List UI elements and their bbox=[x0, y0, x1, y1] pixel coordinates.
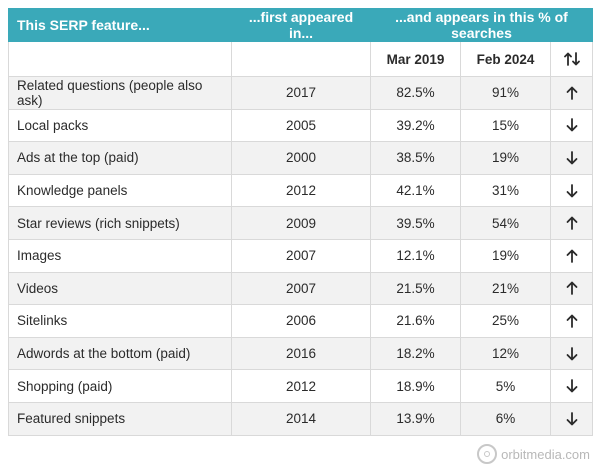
first-appeared-year: 2005 bbox=[231, 108, 371, 143]
up-down-arrows-icon bbox=[550, 41, 593, 77]
feature-name: Featured snippets bbox=[8, 401, 232, 436]
feature-name: Knowledge panels bbox=[8, 173, 232, 208]
first-appeared-year: 2009 bbox=[231, 206, 371, 240]
arrow-down-icon bbox=[550, 108, 593, 143]
arrow-up-icon bbox=[550, 304, 593, 338]
percent-feb-2024: 15% bbox=[460, 108, 551, 143]
serp-features-table-wrap: This SERP feature... ...first appeared i… bbox=[8, 8, 593, 436]
first-appeared-year: 2000 bbox=[231, 141, 371, 175]
feature-name: Star reviews (rich snippets) bbox=[8, 206, 232, 240]
percent-mar-2019: 38.5% bbox=[370, 141, 461, 175]
percent-mar-2019: 18.2% bbox=[370, 336, 461, 371]
feature-name: Sitelinks bbox=[8, 304, 232, 338]
arrow-down-icon bbox=[550, 401, 593, 436]
feature-name: Adwords at the bottom (paid) bbox=[8, 336, 232, 371]
table-row: Featured snippets 2014 13.9% 6% bbox=[8, 401, 593, 436]
feature-name: Images bbox=[8, 238, 232, 273]
table-row: Sitelinks 2006 21.6% 25% bbox=[8, 304, 593, 338]
table-subheader-row: Mar 2019 Feb 2024 bbox=[8, 41, 593, 77]
orbit-logo-icon bbox=[477, 444, 498, 464]
arrow-down-icon bbox=[550, 336, 593, 371]
table-row: Adwords at the bottom (paid) 2016 18.2% 12% bbox=[8, 336, 593, 371]
table-row: Star reviews (rich snippets) 2009 39.5% 54% bbox=[8, 206, 593, 240]
feature-name: Local packs bbox=[8, 108, 232, 143]
feature-name: Related questions (people also ask) bbox=[8, 76, 232, 110]
first-appeared-year: 2017 bbox=[231, 76, 371, 110]
percent-feb-2024: 91% bbox=[460, 76, 551, 110]
table-row: Related questions (people also ask) 2017 8… bbox=[8, 76, 593, 110]
subheader-mar-2019: Mar 2019 bbox=[370, 41, 461, 77]
table-row: Shopping (paid) 2012 18.9% 5% bbox=[8, 369, 593, 403]
first-appeared-year: 2014 bbox=[231, 401, 371, 436]
orbitmedia-logo: orbitmedia.com bbox=[477, 444, 590, 464]
table-body: Related questions (people also ask) 2017 8… bbox=[8, 76, 593, 436]
arrow-up-icon bbox=[550, 238, 593, 273]
percent-mar-2019: 18.9% bbox=[370, 369, 461, 403]
feature-name: Ads at the top (paid) bbox=[8, 141, 232, 175]
table-row: Ads at the top (paid) 2000 38.5% 19% bbox=[8, 141, 593, 175]
percent-feb-2024: 54% bbox=[460, 206, 551, 240]
percent-feb-2024: 12% bbox=[460, 336, 551, 371]
subheader-empty-year bbox=[231, 41, 371, 77]
first-appeared-year: 2012 bbox=[231, 369, 371, 403]
percent-feb-2024: 19% bbox=[460, 141, 551, 175]
table-header-row: This SERP feature... ...first appeared i… bbox=[8, 8, 593, 42]
table-row: Videos 2007 21.5% 21% bbox=[8, 271, 593, 306]
subheader-feb-2024: Feb 2024 bbox=[460, 41, 551, 77]
header-feature: This SERP feature... bbox=[8, 8, 232, 42]
arrow-up-icon bbox=[550, 206, 593, 240]
subheader-empty-feature bbox=[8, 41, 232, 77]
header-percent-searches: ...and appears in this % of searches bbox=[370, 8, 593, 42]
percent-feb-2024: 19% bbox=[460, 238, 551, 273]
table-row: Images 2007 12.1% 19% bbox=[8, 238, 593, 273]
first-appeared-year: 2016 bbox=[231, 336, 371, 371]
percent-feb-2024: 5% bbox=[460, 369, 551, 403]
logo-text: orbitmedia.com bbox=[501, 446, 590, 462]
percent-mar-2019: 21.5% bbox=[370, 271, 461, 306]
arrow-down-icon bbox=[550, 369, 593, 403]
table-row: Knowledge panels 2012 42.1% 31% bbox=[8, 173, 593, 208]
percent-feb-2024: 25% bbox=[460, 304, 551, 338]
percent-mar-2019: 13.9% bbox=[370, 401, 461, 436]
first-appeared-year: 2012 bbox=[231, 173, 371, 208]
first-appeared-year: 2007 bbox=[231, 271, 371, 306]
percent-feb-2024: 6% bbox=[460, 401, 551, 436]
first-appeared-year: 2006 bbox=[231, 304, 371, 338]
percent-mar-2019: 39.2% bbox=[370, 108, 461, 143]
first-appeared-year: 2007 bbox=[231, 238, 371, 273]
arrow-up-icon bbox=[550, 271, 593, 306]
serp-features-table: This SERP feature... ...first appeared i… bbox=[8, 8, 593, 436]
header-first-appeared: ...first appeared in... bbox=[231, 8, 371, 42]
percent-feb-2024: 31% bbox=[460, 173, 551, 208]
percent-mar-2019: 82.5% bbox=[370, 76, 461, 110]
feature-name: Videos bbox=[8, 271, 232, 306]
arrow-up-icon bbox=[550, 76, 593, 110]
percent-mar-2019: 12.1% bbox=[370, 238, 461, 273]
percent-mar-2019: 21.6% bbox=[370, 304, 461, 338]
table-row: Local packs 2005 39.2% 15% bbox=[8, 108, 593, 143]
percent-mar-2019: 39.5% bbox=[370, 206, 461, 240]
feature-name: Shopping (paid) bbox=[8, 369, 232, 403]
arrow-down-icon bbox=[550, 173, 593, 208]
percent-mar-2019: 42.1% bbox=[370, 173, 461, 208]
arrow-down-icon bbox=[550, 141, 593, 175]
percent-feb-2024: 21% bbox=[460, 271, 551, 306]
